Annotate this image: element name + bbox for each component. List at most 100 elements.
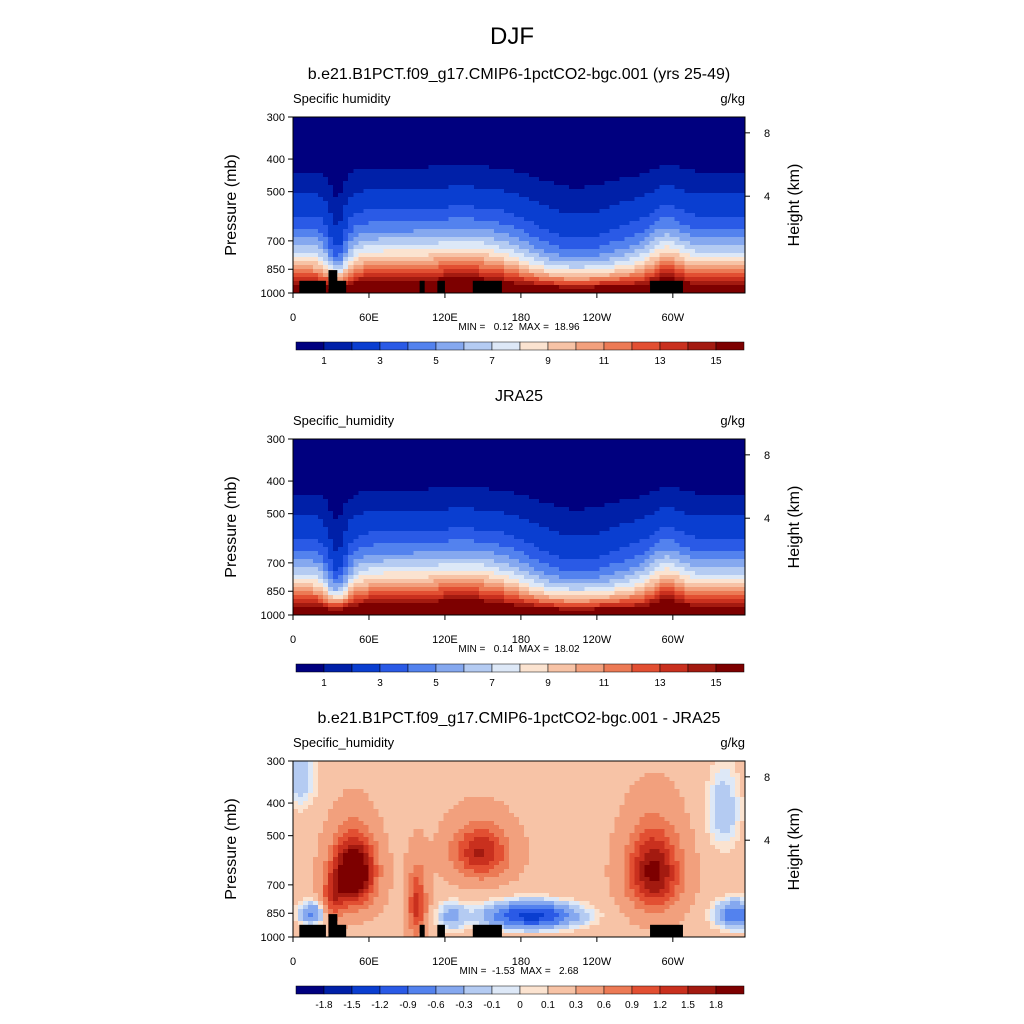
heatmap-cell <box>694 129 701 134</box>
heatmap-cell <box>348 205 354 210</box>
heatmap-cell <box>418 463 425 468</box>
heatmap-cell <box>383 225 390 230</box>
heatmap-cell <box>348 181 354 186</box>
heatmap-cell <box>408 129 415 134</box>
heatmap-cell <box>393 285 400 290</box>
heatmap-cell <box>463 157 470 162</box>
heatmap-cell <box>323 181 329 186</box>
heatmap-cell <box>458 277 465 282</box>
heatmap-cell <box>724 277 731 282</box>
heatmap-cell <box>378 173 384 178</box>
heatmap-cell <box>488 189 495 194</box>
heatmap-cell <box>423 133 430 138</box>
heatmap-cell <box>529 205 535 210</box>
heatmap-cell <box>644 439 651 444</box>
heatmap-cell <box>473 475 480 480</box>
heatmap-cell <box>554 269 560 274</box>
heatmap-cell <box>649 213 656 218</box>
heatmap-cell <box>539 273 545 278</box>
heatmap-cell <box>303 181 309 186</box>
heatmap-cell <box>614 193 621 198</box>
heatmap-cell <box>373 265 379 270</box>
heatmap-cell <box>559 165 565 170</box>
heatmap-cell <box>478 241 485 246</box>
heatmap-cell <box>559 225 565 230</box>
heatmap-cell <box>333 141 339 146</box>
heatmap-cell <box>564 189 570 194</box>
heatmap-cell <box>694 161 701 166</box>
heatmap-cell <box>308 173 314 178</box>
heatmap-cell <box>298 217 304 222</box>
heatmap-cell <box>679 153 686 158</box>
heatmap-cell <box>709 277 716 282</box>
heatmap-cell <box>574 467 580 472</box>
heatmap-cell <box>554 201 560 206</box>
heatmap-cell <box>579 273 585 278</box>
heatmap-cell <box>293 273 299 278</box>
heatmap-cell <box>368 241 374 246</box>
heatmap-cell <box>513 189 520 194</box>
heatmap-cell <box>574 463 580 468</box>
heatmap-cell <box>323 281 329 286</box>
heatmap-cell <box>423 117 430 122</box>
heatmap-cell <box>508 269 515 274</box>
heatmap-cell <box>373 253 379 258</box>
heatmap-cell <box>624 205 631 210</box>
heatmap-cell <box>559 169 565 174</box>
heatmap-cell <box>674 213 681 218</box>
heatmap-cell <box>413 209 420 214</box>
heatmap-cell <box>463 153 470 158</box>
heatmap-cell <box>433 221 440 226</box>
heatmap-cell <box>338 201 344 206</box>
heatmap-cell <box>298 451 304 456</box>
heatmap-cell <box>519 237 525 242</box>
heatmap-cell <box>473 165 480 170</box>
heatmap-cell <box>584 273 590 278</box>
heatmap-cell <box>604 221 610 226</box>
heatmap-cell <box>584 141 590 146</box>
heatmap-cell <box>303 277 309 282</box>
heatmap-cell <box>458 237 465 242</box>
heatmap-cell <box>423 169 430 174</box>
heatmap-cell <box>323 241 329 246</box>
heatmap-cell <box>478 153 485 158</box>
heatmap-cell <box>313 475 319 480</box>
heatmap-cell <box>353 261 359 266</box>
heatmap-cell <box>574 217 580 222</box>
heatmap-cell <box>358 133 364 138</box>
heatmap-cell <box>664 475 671 480</box>
heatmap-cell <box>584 165 590 170</box>
heatmap-cell <box>614 189 621 194</box>
heatmap-cell <box>323 209 329 214</box>
heatmap-cell <box>488 249 495 254</box>
heatmap-cell <box>403 129 410 134</box>
heatmap-cell <box>669 269 676 274</box>
heatmap-cell <box>649 125 656 130</box>
heatmap-cell <box>473 217 480 222</box>
heatmap-cell <box>303 221 309 226</box>
heatmap-cell <box>388 237 395 242</box>
heatmap-cell <box>463 133 470 138</box>
heatmap-cell <box>413 201 420 206</box>
heatmap-cell <box>348 439 354 444</box>
heatmap-cell <box>699 281 706 286</box>
heatmap-cell <box>353 265 359 270</box>
heatmap-cell <box>699 173 706 178</box>
colorbar-box <box>659 341 689 351</box>
heatmap-cell <box>393 189 400 194</box>
heatmap-cell <box>604 285 610 290</box>
heatmap-cell <box>529 169 535 174</box>
heatmap-cell <box>534 157 540 162</box>
heatmap-cell <box>453 117 460 122</box>
heatmap-cell <box>589 471 595 476</box>
heatmap-cell <box>433 145 440 150</box>
heatmap-cell <box>333 177 339 182</box>
heatmap-cell <box>544 257 550 262</box>
heatmap-cell <box>604 475 610 480</box>
heatmap-cell <box>679 189 686 194</box>
heatmap-cell <box>298 129 304 134</box>
heatmap-cell <box>363 177 369 182</box>
heatmap-cell <box>584 189 590 194</box>
heatmap-cell <box>343 225 349 230</box>
heatmap-cell <box>694 447 701 452</box>
